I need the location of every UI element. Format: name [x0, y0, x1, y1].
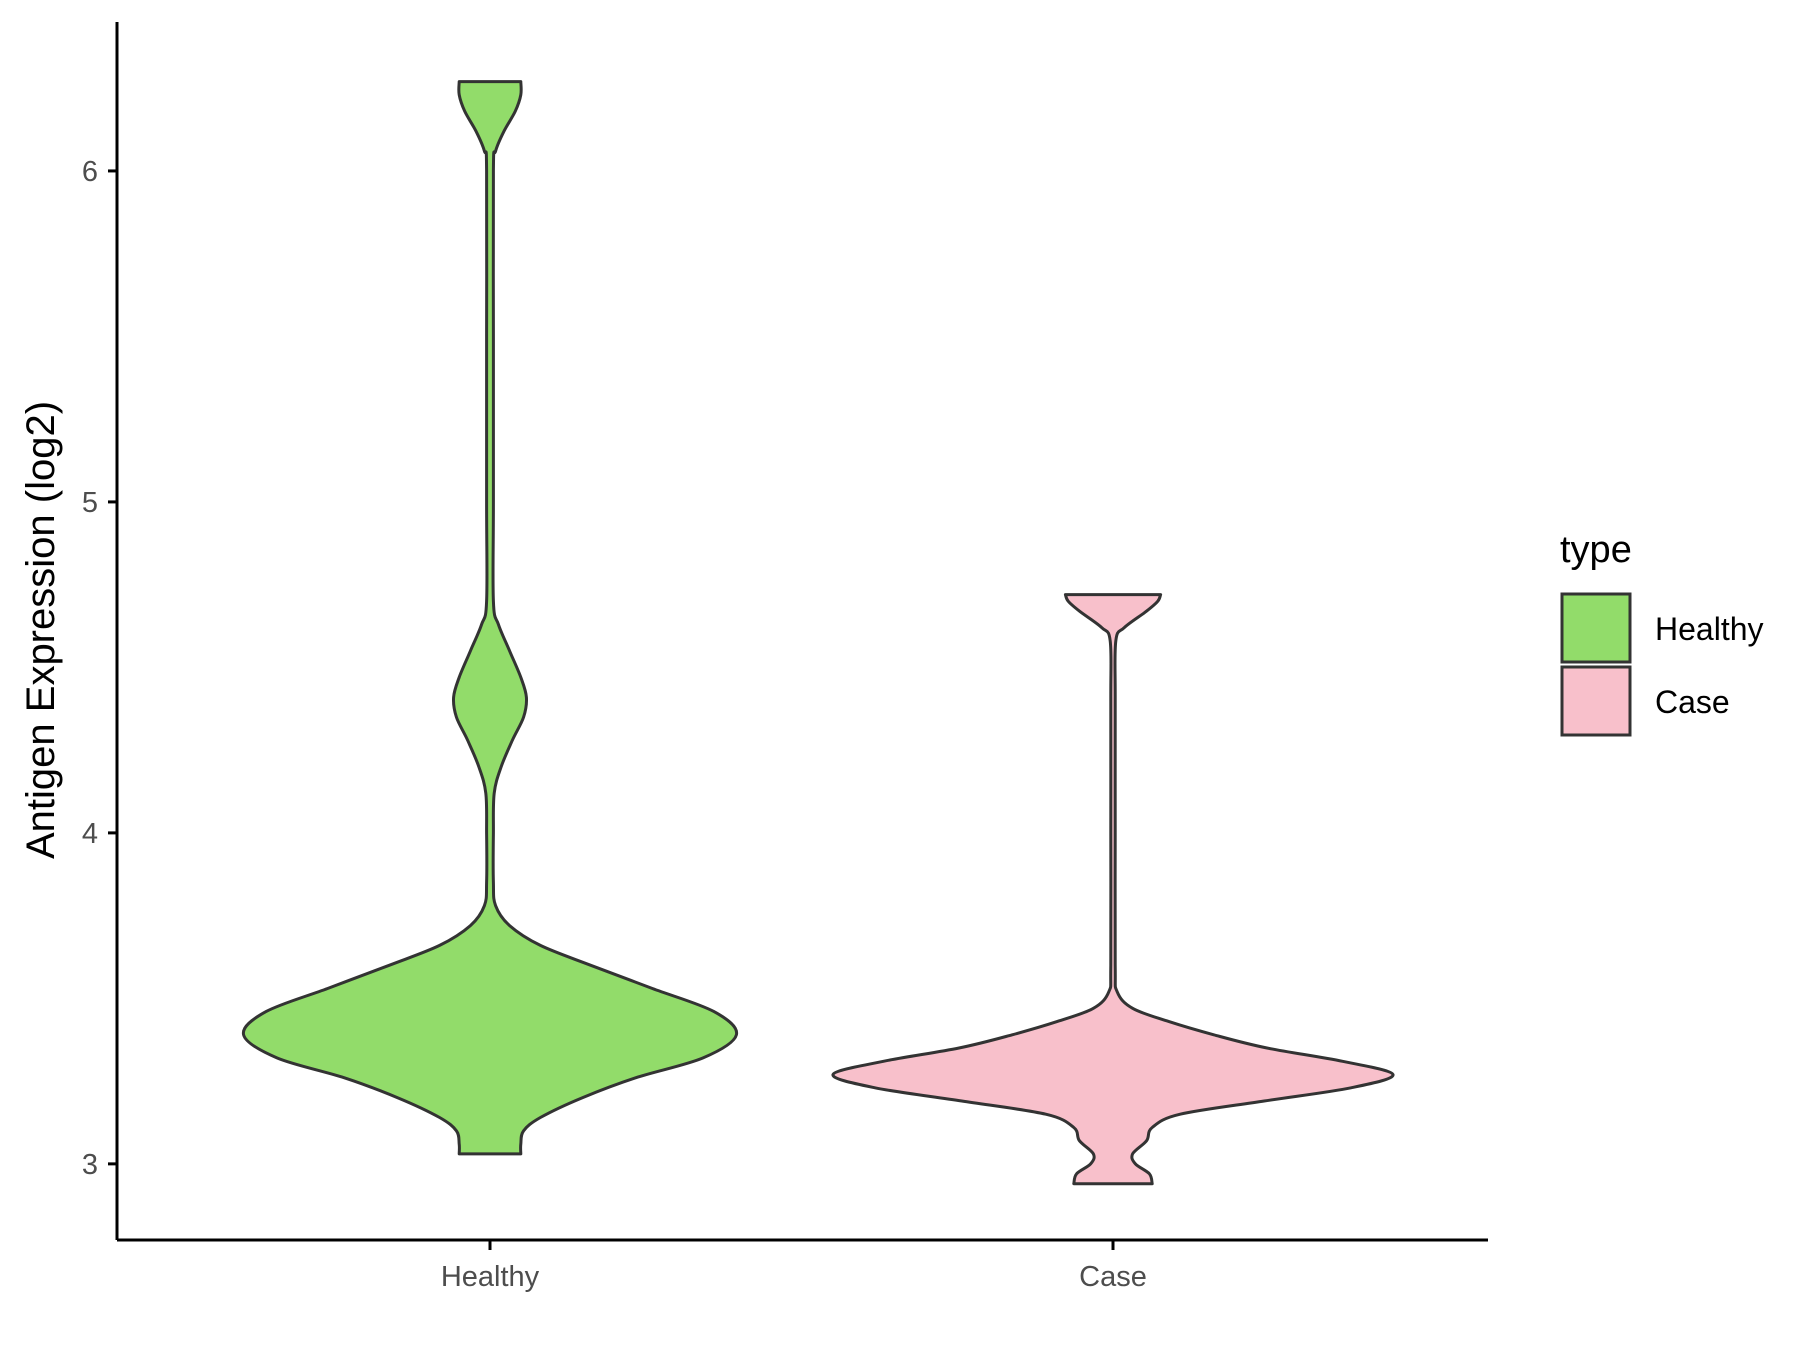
violin-case — [831, 593, 1395, 1186]
y-tick-label: 4 — [82, 818, 98, 850]
y-tick-label: 6 — [82, 156, 98, 188]
legend-title: type — [1560, 529, 1632, 571]
y-tick-label: 3 — [82, 1149, 98, 1181]
x-tick-label-healthy: Healthy — [441, 1261, 540, 1293]
x-ticks: Healthy Case — [441, 1240, 1147, 1293]
legend-label-case: Case — [1655, 684, 1730, 720]
legend-swatch-healthy — [1560, 592, 1632, 664]
legend: type Healthy Case — [1560, 529, 1764, 737]
legend-swatch-case — [1560, 665, 1632, 737]
y-ticks: 3 4 5 6 — [82, 156, 117, 1181]
y-axis-title: Antigen Expression (log2) — [19, 401, 63, 859]
y-tick-label: 5 — [82, 487, 98, 519]
x-tick-label-case: Case — [1079, 1261, 1147, 1293]
legend-label-healthy: Healthy — [1655, 611, 1764, 647]
violins-layer — [241, 80, 1395, 1186]
violin-healthy — [241, 80, 739, 1156]
